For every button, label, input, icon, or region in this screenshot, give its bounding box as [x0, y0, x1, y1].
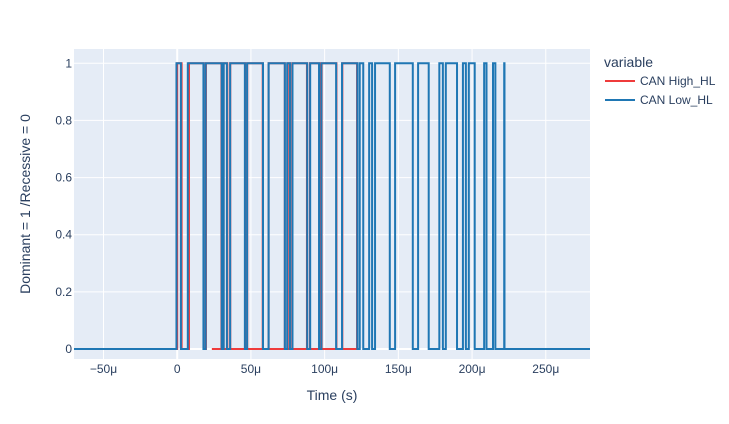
x-tick-label: 100μ — [311, 362, 338, 376]
series-line-can-low-hl[interactable] — [74, 62, 590, 350]
x-tick-label: 0 — [174, 362, 181, 376]
x-tick-label: −50μ — [90, 362, 117, 376]
y-tick-labels: 0 0.2 0.4 0.6 0.8 1 — [55, 56, 72, 356]
y-tick-label: 0.8 — [55, 113, 72, 127]
legend-title: variable — [604, 54, 653, 70]
x-tick-label: 250μ — [532, 362, 559, 376]
legend-label: CAN Low_HL — [640, 93, 713, 107]
x-tick-label: 200μ — [459, 362, 486, 376]
x-tick-label: 150μ — [385, 362, 412, 376]
y-tick-label: 0.4 — [55, 228, 72, 242]
plot-area — [74, 49, 590, 359]
legend[interactable]: variable CAN High_HL CAN Low_HL — [604, 54, 716, 107]
y-axis-title: Dominant = 1 /Recessive = 0 — [17, 114, 33, 294]
legend-item[interactable]: CAN Low_HL — [605, 93, 713, 107]
x-tick-label: 50μ — [241, 362, 261, 376]
legend-item[interactable]: CAN High_HL — [605, 74, 716, 88]
legend-label: CAN High_HL — [640, 74, 716, 88]
x-axis-title: Time (s) — [307, 387, 358, 403]
y-tick-label: 0.2 — [55, 285, 72, 299]
y-tick-label: 1 — [65, 56, 72, 70]
series-layer — [74, 62, 590, 350]
y-tick-label: 0.6 — [55, 171, 72, 185]
y-tick-label: 0 — [65, 342, 72, 356]
x-gridlines — [102, 49, 547, 359]
x-tick-labels: −50μ 0 50μ 100μ 150μ 200μ 250μ — [90, 362, 559, 376]
